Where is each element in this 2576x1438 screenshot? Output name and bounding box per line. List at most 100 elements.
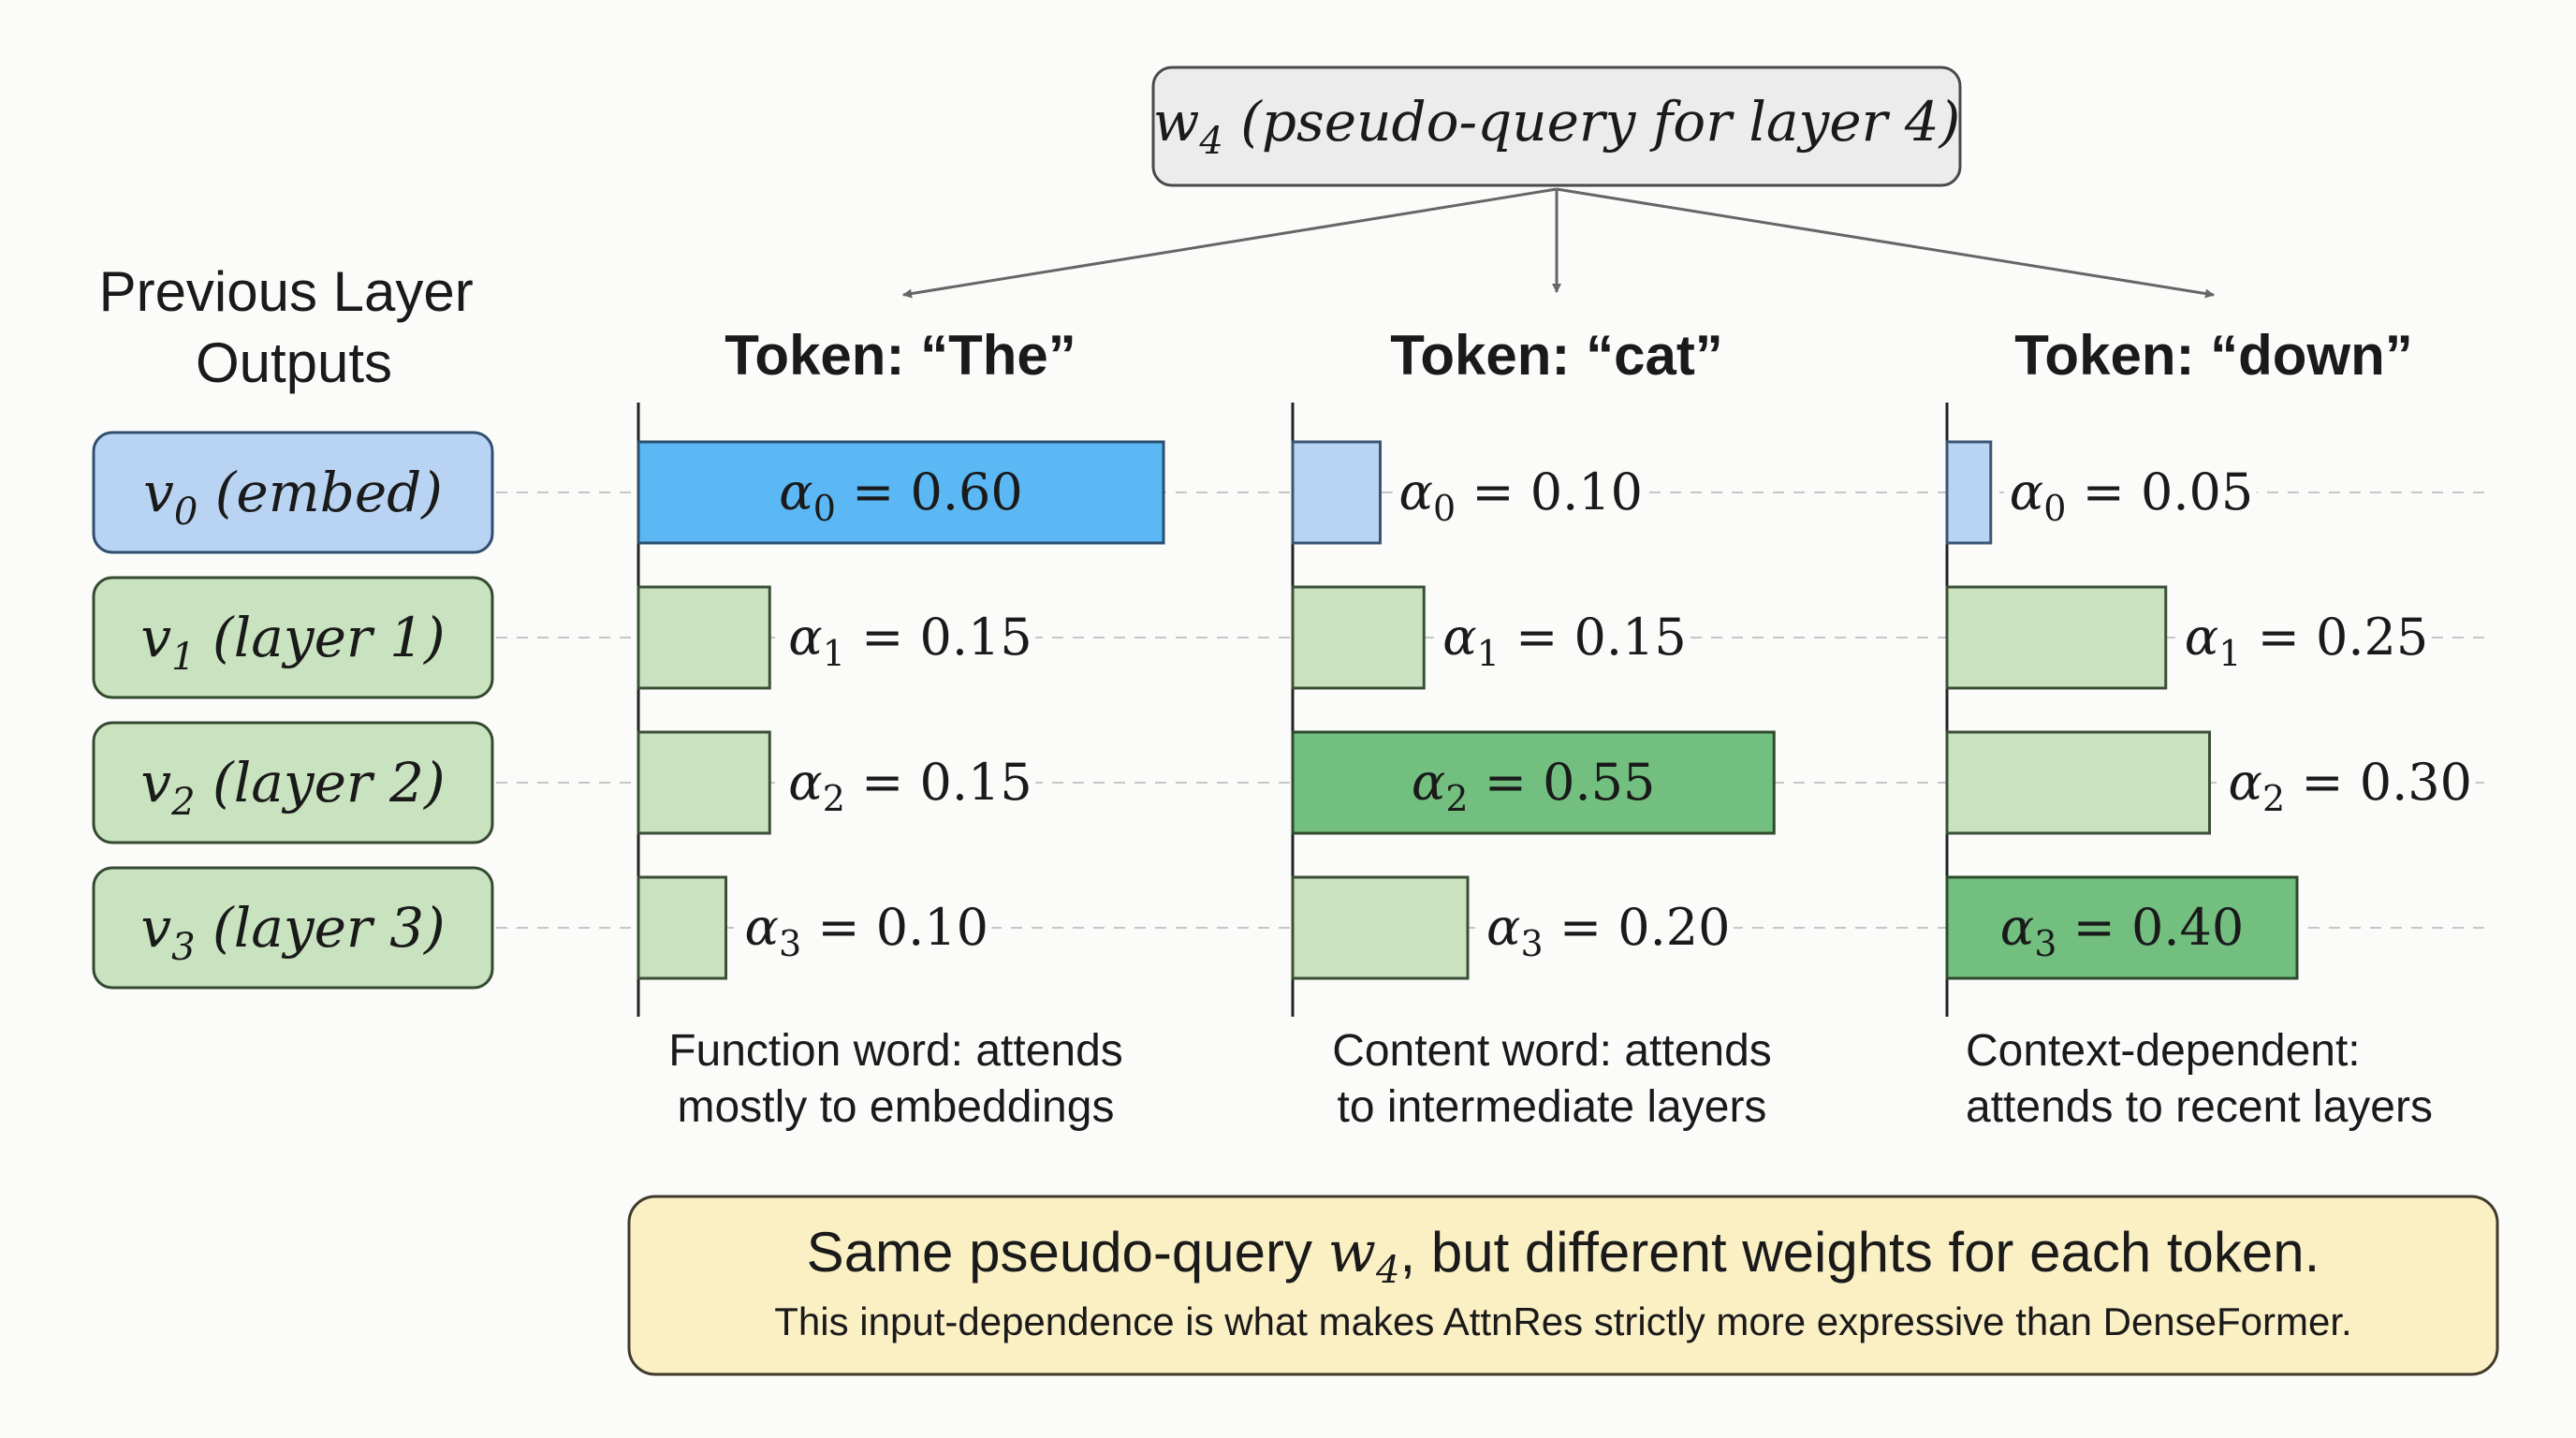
weight-equals: = — [1469, 753, 1544, 812]
weight-equals: = — [1500, 608, 1574, 667]
weight-value: 0.55 — [1543, 753, 1655, 812]
weight-value: 0.20 — [1617, 898, 1730, 957]
summary-subscript: 4 — [1375, 1249, 1399, 1292]
layer-symbol: v — [140, 606, 171, 669]
weight-symbol: α — [1399, 462, 1433, 521]
layer-output-node: v0 (embed) — [92, 431, 494, 554]
weight-label: α2 = 0.30 — [2229, 753, 2472, 819]
weight-symbol: α — [1412, 753, 1445, 812]
token-caption-line: Content word: attends — [1332, 1026, 1772, 1076]
weight-symbol: α — [788, 753, 822, 812]
weight-bar — [637, 730, 771, 835]
layer-output-label: v1 (layer 1) — [140, 606, 445, 679]
weight-symbol: α — [779, 462, 812, 521]
weight-subscript: 0 — [813, 488, 836, 529]
layer-name: (layer 2) — [196, 751, 446, 814]
weight-label-backdrop — [2222, 749, 2476, 816]
weight-symbol: α — [745, 898, 779, 957]
layer-name: (layer 1) — [196, 606, 446, 669]
weight-subscript: 0 — [1433, 488, 1456, 529]
token-caption-line: to intermediate layers — [1338, 1082, 1767, 1132]
pseudo-query-box — [1151, 66, 1962, 187]
weight-equals: = — [2056, 898, 2131, 957]
weight-equals: = — [801, 898, 876, 957]
weight-value: 0.10 — [876, 898, 988, 957]
weight-label: α2 = 0.55 — [1412, 753, 1655, 819]
layer-symbol: v — [140, 896, 171, 960]
layer-output-label: v0 (embed) — [143, 461, 443, 534]
layer-symbol: v — [143, 461, 174, 524]
weight-equals: = — [836, 462, 911, 521]
weight-subscript: 3 — [779, 923, 801, 964]
weight-label-backdrop — [2178, 604, 2432, 671]
weight-value: 0.15 — [1573, 608, 1686, 667]
weight-label: α1 = 0.15 — [788, 608, 1032, 674]
layer-box — [92, 866, 494, 990]
weight-label-backdrop — [1393, 459, 1647, 526]
layer-box — [92, 576, 494, 699]
weight-bar — [1291, 440, 1382, 545]
layer-output-label: v3 (layer 3) — [140, 896, 445, 969]
token-caption-line: mostly to embeddings — [678, 1082, 1115, 1132]
weight-bar — [1291, 730, 1776, 835]
weight-value: 0.15 — [919, 608, 1032, 667]
weight-label-backdrop — [783, 604, 1036, 671]
weight-bar — [1945, 585, 2168, 690]
weight-label: α3 = 0.10 — [745, 898, 988, 964]
weight-value: 0.25 — [2316, 608, 2428, 667]
token-title: Token: “down” — [2014, 324, 2413, 387]
weight-equals: = — [2241, 608, 2316, 667]
layer-name: (embed) — [198, 461, 443, 524]
token-title: Token: “The” — [724, 324, 1076, 387]
arrow-to-token-down — [1556, 187, 2215, 299]
weight-equals: = — [1544, 898, 1618, 957]
weight-equals: = — [845, 753, 920, 812]
summary-box — [627, 1195, 2499, 1376]
weight-label: α3 = 0.20 — [1486, 898, 1730, 964]
weight-label-backdrop — [2003, 459, 2257, 526]
weight-label: α2 = 0.15 — [788, 753, 1032, 819]
layer-output-boxes: v0 (embed)v1 (layer 1)v2 (layer 2)v3 (la… — [92, 431, 494, 990]
weight-symbol: α — [1442, 608, 1476, 667]
weight-label: α0 = 0.10 — [1399, 462, 1643, 529]
weight-subscript: 1 — [823, 633, 845, 674]
summary-line-1: Same pseudo-query w4, but different weig… — [807, 1220, 2320, 1292]
weight-label: α1 = 0.15 — [1442, 608, 1686, 674]
query-arrows — [902, 187, 2215, 299]
layer-subscript: 2 — [170, 781, 195, 824]
weight-equals: = — [1456, 462, 1530, 521]
weight-symbol: α — [2000, 898, 2034, 957]
pseudo-query-symbol: w — [1153, 90, 1200, 154]
weight-symbol: α — [2185, 608, 2218, 667]
pseudo-query-description: (pseudo-query for layer 4) — [1223, 90, 1960, 154]
pseudo-query-node: w4 (pseudo-query for layer 4) — [1151, 66, 1962, 187]
weight-subscript: 1 — [1477, 633, 1500, 674]
summary-line-2: This input-dependence is what makes Attn… — [774, 1299, 2351, 1343]
weight-label: α3 = 0.40 — [2000, 898, 2244, 964]
token-caption-line: Function word: attends — [668, 1026, 1123, 1076]
weight-value: 0.15 — [919, 753, 1032, 812]
token-caption-line: Context-dependent: — [1966, 1026, 2361, 1076]
summary-line-1-before: Same pseudo-query — [807, 1221, 1328, 1284]
layer-subscript: 1 — [171, 636, 195, 679]
weight-bar — [1291, 875, 1470, 980]
summary-symbol: w — [1328, 1220, 1376, 1285]
summary-line-1-after: , but different weights for each token. — [1399, 1221, 2320, 1284]
weight-subscript: 2 — [2262, 778, 2285, 819]
pseudo-query-subscript: 4 — [1198, 120, 1222, 163]
weight-bar — [637, 585, 771, 690]
weight-label: α0 = 0.05 — [2010, 462, 2253, 529]
weight-symbol: α — [1486, 898, 1520, 957]
weight-value: 0.05 — [2141, 462, 2253, 521]
weight-bar — [637, 875, 727, 980]
weight-subscript: 0 — [2043, 488, 2066, 529]
weight-subscript: 3 — [1520, 923, 1543, 964]
token-title: Token: “cat” — [1390, 324, 1723, 387]
layer-subscript: 0 — [174, 491, 198, 534]
weight-value: 0.30 — [2360, 753, 2472, 812]
previous-layer-title-line-1: Previous Layer — [99, 260, 474, 323]
summary-callout: Same pseudo-query w4, but different weig… — [627, 1195, 2499, 1376]
weight-equals: = — [845, 608, 920, 667]
